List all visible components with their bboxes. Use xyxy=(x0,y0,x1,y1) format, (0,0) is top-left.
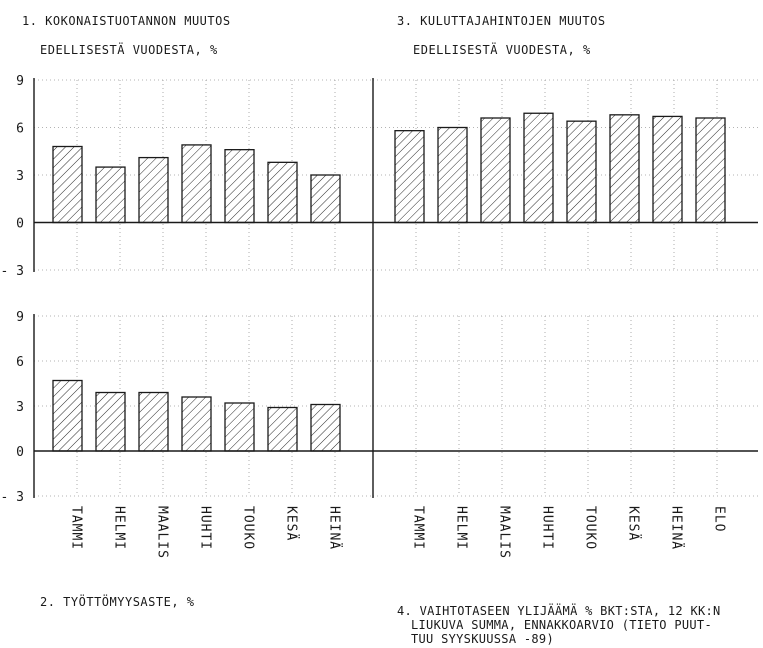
panel4-note-line1: 4. VAIHTOTASEEN YLIJÄÄMÄ % BKT:STA, 12 K… xyxy=(397,603,721,618)
label-layer: 9 6 3 0 - 3 9 6 3 0 - 3 TAMMI HELMI MAALIS HUHTI TOUKO… xyxy=(1,74,727,559)
bar-p1-7 xyxy=(310,174,341,224)
panel1-title-line1: 1. KOKONAISTUOTANNON MUUTOS xyxy=(22,14,231,28)
panel3-title-line2: EDELLISESTÄ VUODESTA, % xyxy=(413,42,591,57)
bar-p1-3 xyxy=(138,156,169,224)
bar-p1-4 xyxy=(181,144,212,224)
bar-p1-5 xyxy=(224,149,255,224)
bar-p2-3 xyxy=(138,391,169,452)
category-label-left: TOUKO xyxy=(241,506,256,550)
bar-p2-5 xyxy=(224,402,255,452)
y-tick-label: 9 xyxy=(16,310,24,325)
category-label-left: MAALIS xyxy=(155,506,170,559)
y-tick-label: 6 xyxy=(16,355,24,370)
y-tick-label: 0 xyxy=(16,445,24,460)
bar-p2-2 xyxy=(95,391,126,452)
bar-p2-1 xyxy=(52,379,83,452)
bar-p2-4 xyxy=(181,396,212,452)
category-label-left: HELMI xyxy=(112,506,127,550)
bar-p3-1 xyxy=(394,130,425,224)
category-label-left: HEINÄ xyxy=(327,506,343,550)
bar-p2-6 xyxy=(267,406,298,452)
bar-layer xyxy=(52,112,726,452)
bar-p3-6 xyxy=(609,114,640,224)
y-tick-label: 9 xyxy=(16,74,24,89)
bar-p2-7 xyxy=(310,403,341,452)
category-label-right: HUHTI xyxy=(540,506,555,550)
y-tick-label: 6 xyxy=(16,122,24,137)
grid-layer xyxy=(34,79,758,497)
y-tick-label: 3 xyxy=(16,169,24,184)
bar-p3-3 xyxy=(480,117,511,224)
category-label-right: MAALIS xyxy=(497,506,512,559)
axis-layer xyxy=(33,78,758,498)
bar-p3-5 xyxy=(566,120,597,224)
category-label-right: ELO xyxy=(712,506,727,532)
panel3-title-line1: 3. KULUTTAJAHINTOJEN MUUTOS xyxy=(397,14,606,28)
bar-p3-7 xyxy=(652,115,683,224)
bar-p3-4 xyxy=(523,112,554,224)
category-label-right: TAMMI xyxy=(411,506,426,550)
bar-p3-2 xyxy=(437,126,468,224)
category-label-right: TOUKO xyxy=(583,506,598,550)
category-label-right: HEINÄ xyxy=(669,506,685,550)
panel1-title-line2: EDELLISESTÄ VUODESTA, % xyxy=(40,42,218,57)
category-label-left: KESÄ xyxy=(284,506,300,541)
bar-p1-2 xyxy=(95,166,126,224)
y-tick-label: 3 xyxy=(16,400,24,415)
y-tick-label: 0 xyxy=(16,217,24,232)
panel2-title: 2. TYÖTTÖMYYSASTE, % xyxy=(40,593,195,609)
category-label-right: HELMI xyxy=(454,506,469,550)
y-tick-label: - 3 xyxy=(1,264,24,279)
bar-p1-1 xyxy=(52,145,83,224)
y-tick-label: - 3 xyxy=(1,490,24,505)
bar-p1-6 xyxy=(267,161,298,224)
category-label-right: KESÄ xyxy=(626,506,642,541)
bar-p3-8 xyxy=(695,117,726,224)
panel4-note-line3: TUU SYYSKUUSSA -89) xyxy=(411,632,554,646)
category-label-left: TAMMI xyxy=(69,506,84,550)
panel4-note-line2: LIUKUVA SUMMA, ENNAKKOARVIO (TIETO PUUT- xyxy=(411,618,712,632)
category-label-left: HUHTI xyxy=(198,506,213,550)
